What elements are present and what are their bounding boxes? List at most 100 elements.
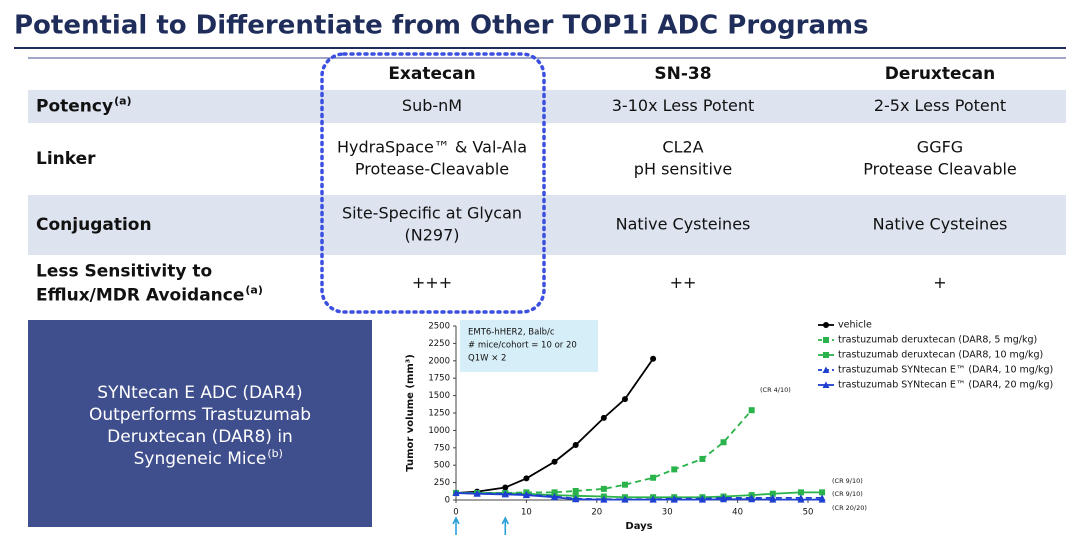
row-label-sup: (a) [114, 95, 131, 108]
data-point [818, 496, 826, 503]
table-cell: (N297) [405, 226, 460, 245]
data-point [819, 489, 826, 496]
legend-marker [823, 322, 829, 328]
table-cell: Sub-nM [402, 96, 462, 115]
data-point [572, 487, 579, 494]
legend-label: trastuzumab SYNtecan E™ (DAR4, 10 mg/kg) [838, 365, 1053, 376]
row-band [28, 195, 1066, 255]
legend-marker [822, 381, 830, 388]
table-cell: 3-10x Less Potent [612, 96, 755, 115]
data-point [473, 490, 481, 497]
x-tick-label: 30 [662, 508, 673, 518]
legend-marker [822, 366, 830, 373]
y-tick-label: 2500 [428, 322, 450, 332]
data-point [522, 491, 530, 499]
annotation: (CR 9/10) [832, 490, 863, 498]
info-box [460, 320, 598, 372]
table-cell: Site-Specific at Glycan [342, 204, 522, 223]
legend-label: trastuzumab deruxtecan (DAR8, 5 mg/kg) [838, 335, 1037, 346]
x-tick-label: 0 [453, 508, 458, 518]
legend-label: trastuzumab deruxtecan (DAR8, 10 mg/kg) [838, 350, 1043, 361]
y-tick-label: 2000 [428, 356, 450, 366]
column-header: Exatecan [388, 64, 475, 84]
callout-text: Syngeneic Mice [134, 449, 267, 469]
table-cell: 2-5x Less Potent [874, 96, 1006, 115]
data-point [671, 466, 678, 473]
data-point [600, 496, 608, 503]
table-cell: Native Cysteines [616, 215, 751, 234]
data-point [621, 481, 628, 488]
y-tick-label: 1750 [428, 374, 450, 384]
callout-text: Outperforms Trastuzumab [89, 405, 311, 425]
y-axis-label: Tumor volume (mm³) [405, 354, 416, 472]
table-cell: + [933, 273, 946, 292]
legend-marker [823, 337, 829, 343]
row-label: Potency [36, 97, 113, 117]
x-tick-label: 20 [591, 508, 602, 518]
callout-text: Deruxtecan (DAR8) in [107, 427, 293, 447]
data-point [698, 496, 706, 503]
x-axis-label: Days [625, 521, 652, 532]
data-point [748, 495, 756, 503]
data-point [621, 496, 629, 503]
data-point [670, 496, 678, 503]
data-point [650, 474, 657, 481]
y-tick-label: 750 [434, 443, 450, 453]
data-point [502, 484, 509, 491]
slide-title: Potential to Differentiate from Other TO… [14, 11, 869, 41]
y-tick-label: 500 [434, 461, 450, 471]
data-point [720, 439, 727, 446]
table-cell: +++ [412, 273, 452, 292]
y-tick-label: 1500 [428, 391, 450, 401]
annotation: (CR 9/10) [832, 477, 863, 485]
table-cell: ++ [670, 273, 697, 292]
data-point [769, 496, 777, 503]
callout-box [28, 320, 372, 527]
data-point [572, 495, 580, 503]
dose-arrow [452, 516, 460, 535]
column-header: SN-38 [654, 64, 711, 84]
row-band [28, 90, 1066, 123]
data-point [720, 495, 728, 503]
row-label: Conjugation [36, 215, 152, 235]
data-point [452, 489, 460, 497]
legend-marker [823, 352, 829, 358]
table-cell: Protease-Cleavable [355, 160, 509, 179]
data-point [797, 489, 804, 496]
data-point [650, 355, 657, 362]
highlight-frame [320, 52, 546, 314]
info-text: # mice/cohort = 10 or 20 [468, 341, 577, 351]
data-point [748, 407, 755, 414]
legend-label: trastuzumab SYNtecan E™ (DAR4, 20 mg/kg) [838, 380, 1053, 391]
table-cell: GGFG [917, 138, 963, 157]
annotation: (CR 20/20) [832, 504, 867, 512]
dose-arrow [501, 516, 509, 535]
y-tick-label: 250 [434, 478, 450, 488]
row-label-sup: (a) [245, 284, 262, 297]
data-point [600, 414, 607, 421]
series-line [455, 358, 654, 494]
info-text: Q1W × 2 [468, 354, 506, 364]
series-line [456, 491, 823, 499]
x-tick-label: 40 [732, 508, 743, 518]
legend-label: vehicle [838, 320, 872, 331]
data-point [551, 458, 558, 465]
data-point [699, 455, 706, 462]
y-tick-label: 2250 [428, 339, 450, 349]
series-line [456, 409, 753, 494]
table-cell: Protease Cleavable [863, 160, 1017, 179]
y-tick-label: 1000 [428, 426, 450, 436]
row-label: Linker [36, 149, 96, 169]
callout-sup: (b) [267, 447, 283, 460]
y-tick-label: 1250 [428, 409, 450, 419]
data-point [649, 496, 657, 503]
table-cell: pH sensitive [634, 160, 732, 179]
data-point [551, 493, 559, 501]
callout-text: SYNtecan E ADC (DAR4) [97, 383, 302, 403]
data-point [621, 396, 628, 403]
table-cell: HydraSpace™ & Val-Ala [337, 138, 527, 157]
data-point [797, 496, 805, 503]
table-cell: CL2A [662, 138, 703, 157]
y-tick-label: 0 [445, 496, 450, 506]
